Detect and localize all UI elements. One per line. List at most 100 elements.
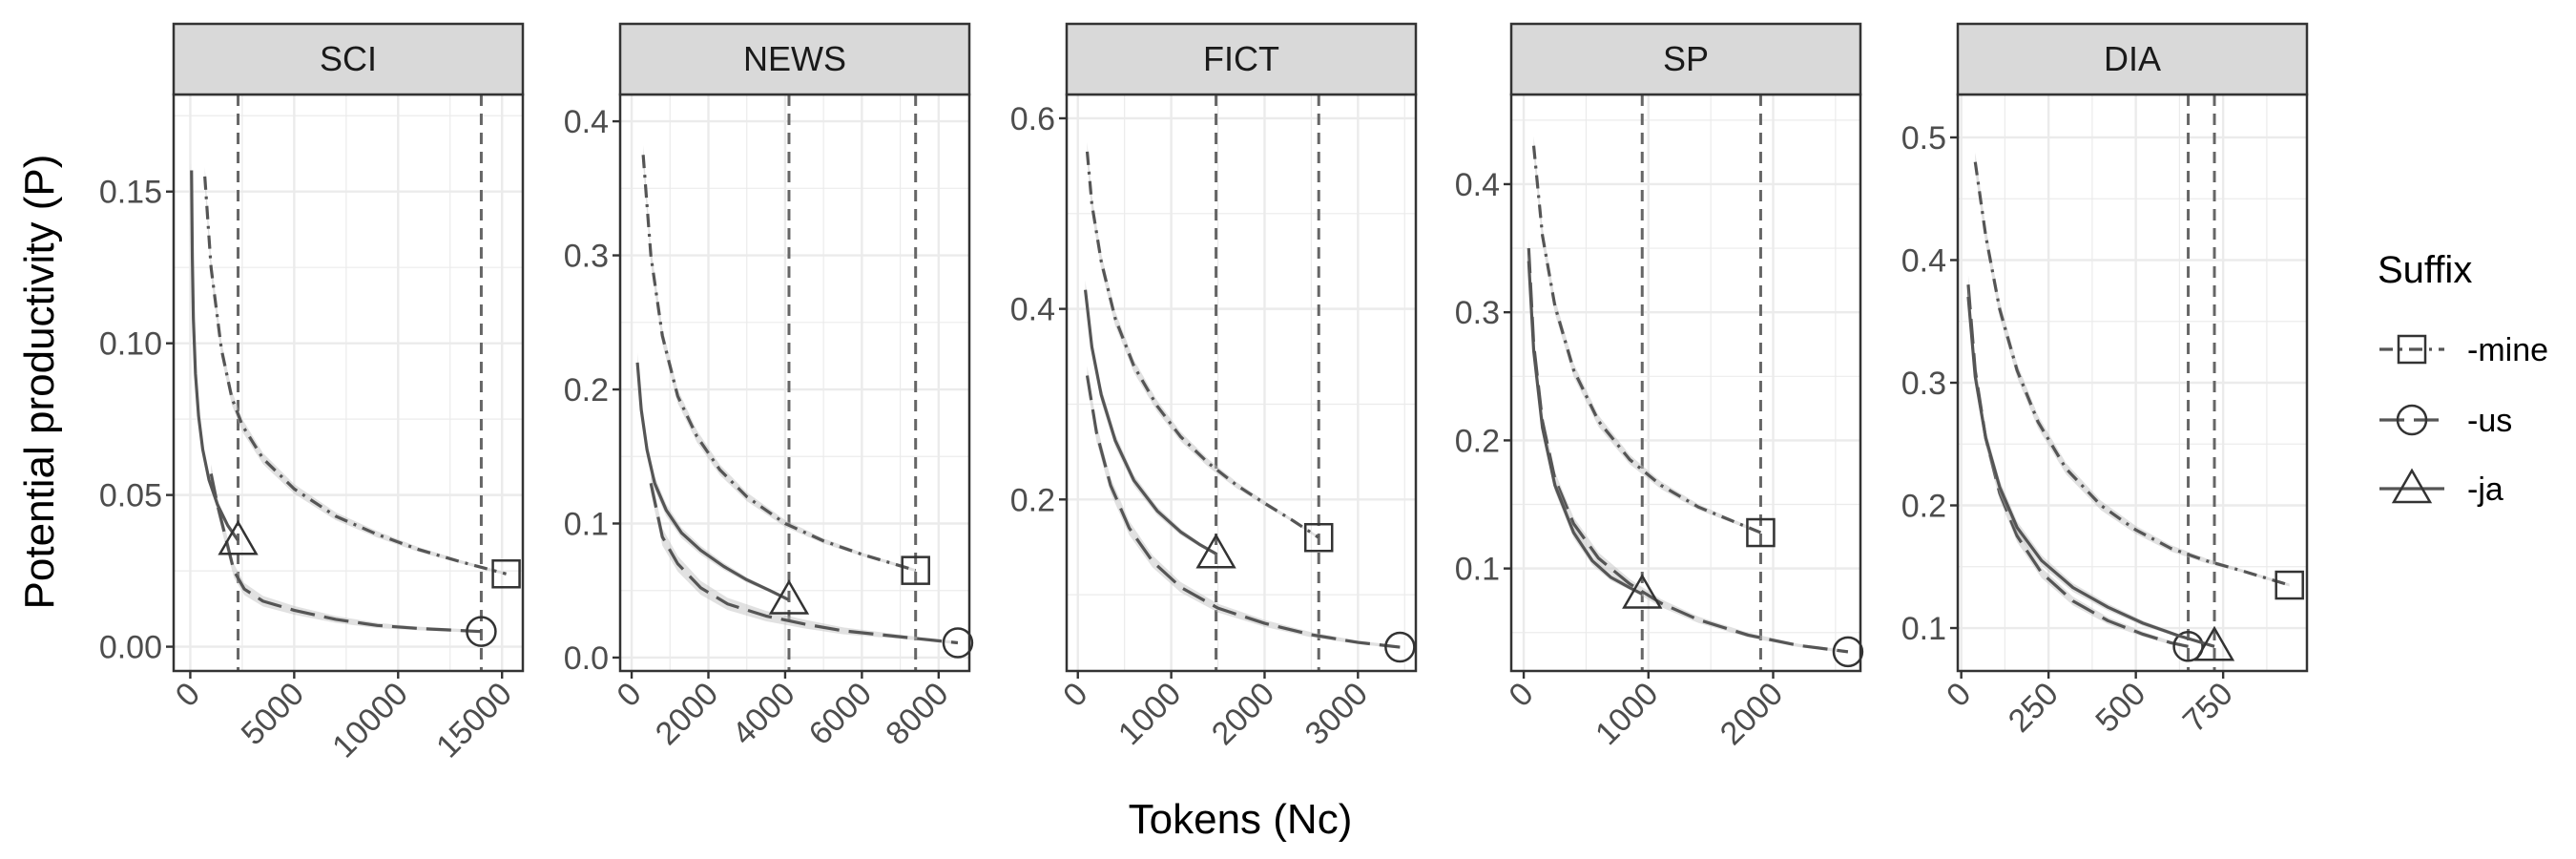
y-tick-label: 0.2	[1010, 482, 1055, 518]
x-tick-label: 0	[169, 676, 207, 714]
x-tick-label: 6000	[802, 676, 879, 752]
series-band-us	[1087, 366, 1401, 649]
series-end-marker-us	[942, 627, 974, 659]
y-tick-label: 0.6	[1010, 101, 1055, 137]
facet-strip-label: NEWS	[743, 39, 846, 78]
series-line-mine	[641, 155, 917, 573]
series-line-us	[649, 483, 959, 645]
series-end-marker-ja	[218, 519, 259, 555]
x-axis-title: Tokens (Nc)	[1129, 796, 1353, 843]
facet-strip	[172, 22, 525, 96]
y-tick-label: 0.1	[1901, 611, 1946, 647]
series-end-marker-mine	[2275, 570, 2304, 600]
plot-background	[1067, 94, 1416, 671]
legend-label: -us	[2467, 403, 2512, 439]
legend-item-ja: -ja	[2379, 468, 2503, 508]
panel-news: NEWS 0.0 0.1 0.2 0.3 0.4 0 2000 4000 6000 8000	[564, 22, 974, 752]
y-tick-label: 0.1	[564, 506, 609, 542]
series-end-marker-us	[1384, 631, 1416, 663]
facet-strip-label: SCI	[320, 39, 377, 78]
y-tick-label: 0.4	[1901, 242, 1946, 279]
series-band-mine	[204, 166, 507, 576]
legend-label: -ja	[2467, 471, 2503, 508]
panel-dia: DIA 0.1 0.2 0.3 0.4 0.5 0 250 500 750	[1901, 22, 2309, 740]
facet-strip	[1509, 22, 1862, 96]
y-tick-label: 0.3	[1901, 366, 1946, 402]
legend-key-marker	[2396, 404, 2428, 436]
x-tick-label: 0	[1502, 676, 1540, 714]
y-tick-label: 0.0	[564, 640, 609, 677]
plot-background	[1511, 94, 1860, 671]
legend-title: Suffix	[2378, 249, 2472, 291]
series-line-ja	[190, 170, 239, 542]
panel-sci: SCI 0.00 0.05 0.10 0.15 0 5000 10000 15000	[99, 22, 525, 765]
y-tick-label: 0.3	[564, 239, 609, 275]
x-tick-label: 2000	[1714, 676, 1790, 752]
panel-fict: FICT 0.2 0.4 0.6 0 1000 2000 3000	[1010, 22, 1418, 752]
series-end-marker-mine	[491, 559, 521, 589]
series-end-marker-mine	[1303, 522, 1334, 553]
y-tick-label: 0.4	[564, 104, 609, 140]
x-tick-label: 500	[2088, 676, 2152, 740]
x-tick-label: 0	[610, 676, 648, 714]
x-tick-label: 0	[1940, 676, 1978, 714]
legend: Suffix -mine -us -ja	[2378, 249, 2548, 508]
series-end-marker-us	[2172, 631, 2204, 662]
y-tick-label: 0.2	[1901, 489, 1946, 525]
series-line-ja	[1527, 261, 1643, 596]
series-line-mine	[1531, 145, 1762, 534]
y-tick-label: 0.2	[564, 372, 609, 409]
y-tick-label: 0.15	[99, 175, 162, 211]
facet-strip	[1956, 22, 2309, 96]
series-line-ja	[635, 362, 790, 601]
series-line-us	[1085, 375, 1401, 649]
y-axis-title: Potential productivity (P)	[16, 155, 63, 610]
x-tick-label: 1000	[1589, 676, 1665, 752]
legend-label: -mine	[2467, 332, 2548, 368]
y-tick-label: 0.4	[1010, 292, 1055, 328]
series-line-us	[209, 473, 482, 634]
y-tick-label: 0.5	[1901, 120, 1946, 157]
y-tick-label: 0.3	[1455, 295, 1500, 331]
series-end-marker-ja	[1195, 533, 1236, 569]
facet-strip-label: FICT	[1203, 39, 1279, 78]
facet-strip-label: DIA	[2104, 39, 2161, 78]
facet-strip	[1065, 22, 1418, 96]
y-tick-label: 0.10	[99, 326, 162, 363]
legend-item-mine: -mine	[2379, 332, 2548, 368]
legend-key-marker	[2397, 334, 2427, 365]
y-tick-label: 0.2	[1455, 423, 1500, 459]
plot-background	[620, 94, 969, 671]
x-tick-label: 15000	[429, 676, 519, 765]
series-line-ja	[1083, 289, 1217, 555]
x-tick-label: 0	[1056, 676, 1094, 714]
series-end-marker-ja	[1622, 573, 1663, 609]
y-tick-label: 0.00	[99, 630, 162, 666]
plot-background	[174, 94, 523, 671]
series-line-mine	[1973, 161, 2291, 587]
series-end-marker-mine	[1746, 517, 1776, 548]
x-tick-label: 3000	[1298, 676, 1375, 752]
series-line-ja	[1966, 296, 2215, 648]
legend-key-marker	[2391, 468, 2433, 504]
facet-strip	[618, 22, 971, 96]
x-tick-label: 8000	[879, 676, 955, 752]
series-end-marker-mine	[901, 555, 930, 585]
x-tick-label: 750	[2176, 676, 2240, 740]
y-tick-label: 0.05	[99, 478, 162, 514]
x-tick-label: 2000	[1205, 676, 1281, 752]
facet-strip-label: SP	[1663, 39, 1709, 78]
series-band-us	[651, 473, 958, 645]
legend-item-us: -us	[2379, 403, 2512, 439]
y-tick-label: 0.4	[1455, 167, 1500, 203]
series-end-marker-us	[1832, 636, 1864, 668]
x-tick-label: 1000	[1111, 676, 1188, 752]
x-tick-label: 250	[2002, 676, 2066, 740]
series-line-mine	[1085, 151, 1320, 539]
series-line-us	[1966, 284, 2189, 648]
x-tick-label: 2000	[649, 676, 725, 752]
series-end-marker-ja	[2193, 625, 2235, 661]
x-tick-label: 10000	[325, 676, 415, 765]
